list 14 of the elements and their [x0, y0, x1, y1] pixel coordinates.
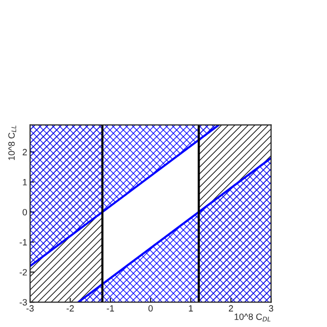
- y-tick-label: 0: [22, 208, 27, 216]
- x-tick-label: 1: [188, 305, 193, 312]
- y-axis-title: 10^8 C$_{LL}$: [8, 126, 16, 160]
- x-tick-label: 3: [268, 305, 274, 312]
- x-tick-label: 0: [148, 305, 153, 312]
- y-tick-label: 1: [22, 179, 27, 186]
- x-tick-label: 2: [228, 305, 233, 312]
- y-tick-label: -3: [20, 299, 27, 306]
- y-tick-label: -2: [20, 269, 27, 276]
- x-tick-label: -1: [106, 305, 114, 312]
- x-axis-title: 10^8 C$_{DL}$: [234, 314, 270, 322]
- y-tick-label: -1: [20, 239, 27, 246]
- y-tick-label: 2: [22, 148, 27, 156]
- x-tick-label: -2: [66, 305, 74, 312]
